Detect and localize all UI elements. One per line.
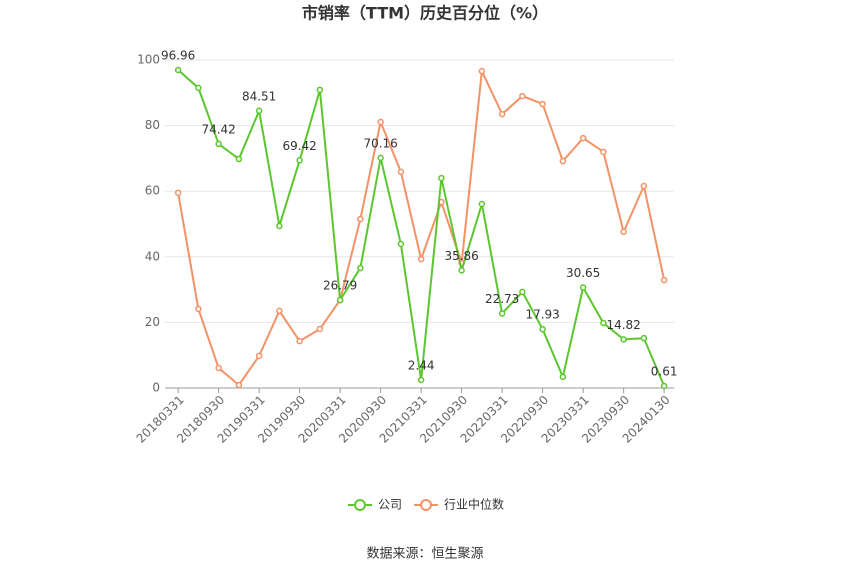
point	[579, 284, 587, 291]
point	[255, 352, 263, 360]
data-label: 96.96	[161, 48, 195, 62]
point	[519, 92, 526, 100]
point	[539, 100, 546, 108]
point	[296, 157, 303, 164]
y-tick-label: 100	[137, 53, 160, 67]
point	[498, 110, 506, 118]
data-label: 35.86	[444, 249, 478, 263]
point	[357, 215, 364, 223]
point	[438, 174, 445, 182]
data-label: 30.65	[566, 266, 600, 280]
point	[417, 255, 425, 263]
point	[600, 148, 607, 156]
point	[195, 305, 202, 313]
point	[478, 67, 486, 75]
point	[215, 140, 222, 148]
data-label: 17.93	[525, 308, 559, 322]
y-tick-label: 40	[145, 249, 160, 263]
point	[539, 325, 546, 333]
series-line	[177, 67, 666, 387]
point	[519, 288, 526, 296]
data-label: 26.79	[323, 279, 357, 293]
point	[316, 86, 324, 94]
point	[660, 276, 668, 284]
point	[498, 310, 506, 317]
data-label: 74.42	[201, 122, 235, 136]
point	[336, 296, 344, 304]
point	[579, 134, 587, 142]
point	[296, 337, 303, 345]
point	[600, 319, 607, 327]
point	[235, 155, 243, 163]
point	[316, 325, 324, 333]
series-line	[177, 69, 666, 387]
data-label: 2.44	[408, 358, 435, 372]
y-tick-label: 60	[145, 184, 160, 198]
source: 数据来源：恒生聚源	[366, 547, 483, 562]
y-tick-label: 80	[145, 118, 160, 132]
point	[417, 376, 425, 384]
legend-marker	[420, 499, 433, 511]
point	[357, 264, 364, 272]
legend-marker	[354, 499, 366, 511]
point	[174, 66, 182, 74]
point	[458, 267, 465, 274]
point	[640, 182, 648, 190]
point	[397, 168, 405, 176]
point	[640, 334, 648, 342]
point	[235, 381, 243, 389]
point	[215, 364, 222, 372]
data-label: 14.82	[606, 318, 640, 332]
point	[478, 200, 486, 208]
point	[377, 118, 384, 126]
point	[620, 336, 627, 343]
point	[276, 307, 283, 315]
data-label: 0.61	[651, 364, 678, 378]
y-tick-label: 0	[152, 381, 160, 395]
data-label: 69.42	[282, 139, 316, 153]
y-tick-label: 20	[145, 315, 160, 329]
data-label: 22.73	[485, 292, 519, 306]
point	[255, 107, 263, 115]
legend-label: 公司	[378, 498, 402, 512]
point	[276, 222, 283, 230]
point	[620, 228, 627, 236]
point	[660, 382, 668, 390]
chart-title: 市销率（TTM）历史百分位（%）	[302, 4, 548, 23]
point	[377, 154, 384, 162]
data-label: 70.16	[363, 136, 397, 150]
point	[195, 84, 202, 92]
point	[397, 240, 405, 248]
point	[559, 157, 567, 165]
point	[174, 189, 182, 197]
point	[559, 373, 567, 381]
data-label: 84.51	[242, 89, 276, 103]
legend-label: 行业中位数	[444, 497, 504, 512]
